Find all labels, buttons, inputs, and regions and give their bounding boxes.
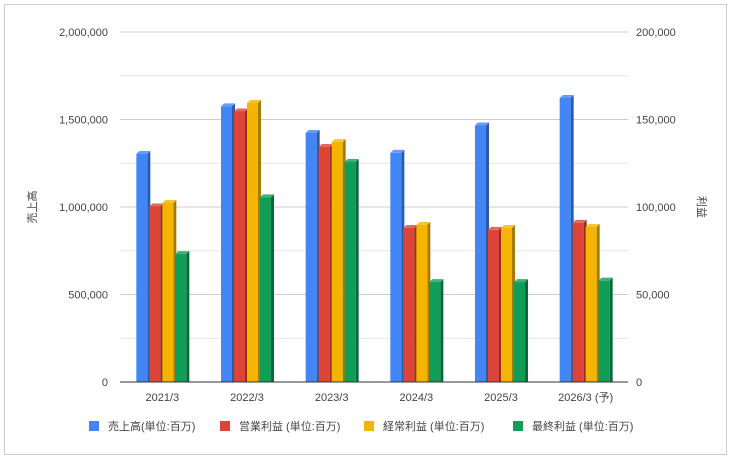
bar-side bbox=[186, 251, 190, 382]
x-tick-label: 2026/3 (予) bbox=[558, 391, 613, 404]
bar-top bbox=[260, 194, 274, 198]
bar-top bbox=[501, 225, 515, 228]
bar-top bbox=[429, 279, 444, 283]
legend-swatch bbox=[89, 421, 99, 431]
y-tick-label: 1,500,000 bbox=[59, 115, 108, 127]
y2-tick-label: 0 bbox=[636, 377, 642, 389]
y2-tick-label: 100,000 bbox=[636, 202, 676, 214]
bar bbox=[318, 146, 330, 382]
bar-top bbox=[598, 277, 613, 281]
x-tick-label: 2025/3 bbox=[484, 392, 518, 404]
bar bbox=[416, 225, 428, 382]
legend-label: 営業利益 (単位:百万) bbox=[239, 419, 340, 433]
bar bbox=[175, 254, 187, 382]
bar bbox=[429, 282, 441, 382]
bar-top bbox=[559, 94, 574, 98]
legend-label: 最終利益 (単位:百万) bbox=[532, 419, 633, 433]
legend-swatch bbox=[513, 421, 523, 431]
y-tick-label: 1,000,000 bbox=[59, 202, 108, 214]
bar-top bbox=[318, 143, 333, 147]
chart-frame bbox=[4, 4, 727, 455]
x-tick-label: 2023/3 bbox=[315, 392, 349, 404]
y2-tick-label: 50,000 bbox=[636, 290, 670, 302]
bar bbox=[162, 202, 174, 382]
y-tick-label: 500,000 bbox=[68, 290, 108, 302]
x-tick-label: 2021/3 bbox=[146, 392, 180, 404]
bar bbox=[149, 206, 161, 382]
bar-top bbox=[475, 122, 489, 126]
bar bbox=[585, 226, 597, 382]
bar-top bbox=[305, 129, 320, 133]
legend-label: 経常利益 (単位:百万) bbox=[383, 419, 484, 433]
bar bbox=[390, 152, 402, 382]
bar bbox=[475, 125, 486, 382]
y2-axis-title: 利益 bbox=[695, 196, 709, 218]
bar-top bbox=[572, 219, 587, 223]
bar bbox=[234, 111, 245, 382]
bar-top bbox=[514, 279, 528, 283]
bar-top bbox=[221, 103, 235, 107]
bar bbox=[501, 228, 512, 382]
bar-top bbox=[149, 203, 164, 207]
bar-top bbox=[175, 251, 190, 255]
bar-top bbox=[331, 139, 346, 143]
bar bbox=[331, 142, 343, 382]
y2-tick-label: 150,000 bbox=[636, 115, 676, 127]
bar bbox=[260, 197, 271, 382]
bar bbox=[598, 280, 610, 382]
bar-side bbox=[440, 279, 444, 382]
bar bbox=[136, 153, 148, 382]
bar bbox=[305, 132, 317, 382]
y-axis-title: 売上高 bbox=[25, 191, 39, 224]
x-tick-label: 2024/3 bbox=[400, 392, 434, 404]
bar-side bbox=[271, 194, 274, 382]
bar-side bbox=[609, 277, 613, 382]
bar bbox=[488, 229, 499, 382]
bar-top bbox=[247, 100, 261, 104]
bar-top bbox=[488, 226, 502, 230]
bar-side bbox=[525, 279, 528, 382]
bar-side bbox=[355, 159, 359, 382]
bar-top bbox=[416, 222, 431, 226]
legend-swatch bbox=[220, 421, 230, 431]
bar-top bbox=[162, 199, 177, 203]
bar-top bbox=[344, 159, 359, 163]
bar bbox=[572, 222, 584, 382]
bar bbox=[559, 97, 571, 382]
bar-top bbox=[390, 149, 405, 153]
bar-top bbox=[585, 223, 600, 227]
bar bbox=[247, 103, 258, 383]
legend-label: 売上高(単位:百万) bbox=[108, 419, 195, 433]
bar-top bbox=[136, 150, 151, 154]
y-tick-label: 2,000,000 bbox=[59, 27, 108, 39]
y2-tick-label: 200,000 bbox=[636, 27, 676, 39]
bar bbox=[514, 282, 525, 382]
y-tick-label: 0 bbox=[102, 377, 108, 389]
bar bbox=[221, 106, 232, 382]
bar-top bbox=[403, 225, 418, 228]
bar bbox=[403, 228, 415, 382]
legend-swatch bbox=[364, 421, 374, 431]
bar bbox=[344, 162, 356, 382]
x-tick-label: 2022/3 bbox=[230, 392, 264, 404]
bar-top bbox=[234, 108, 248, 112]
